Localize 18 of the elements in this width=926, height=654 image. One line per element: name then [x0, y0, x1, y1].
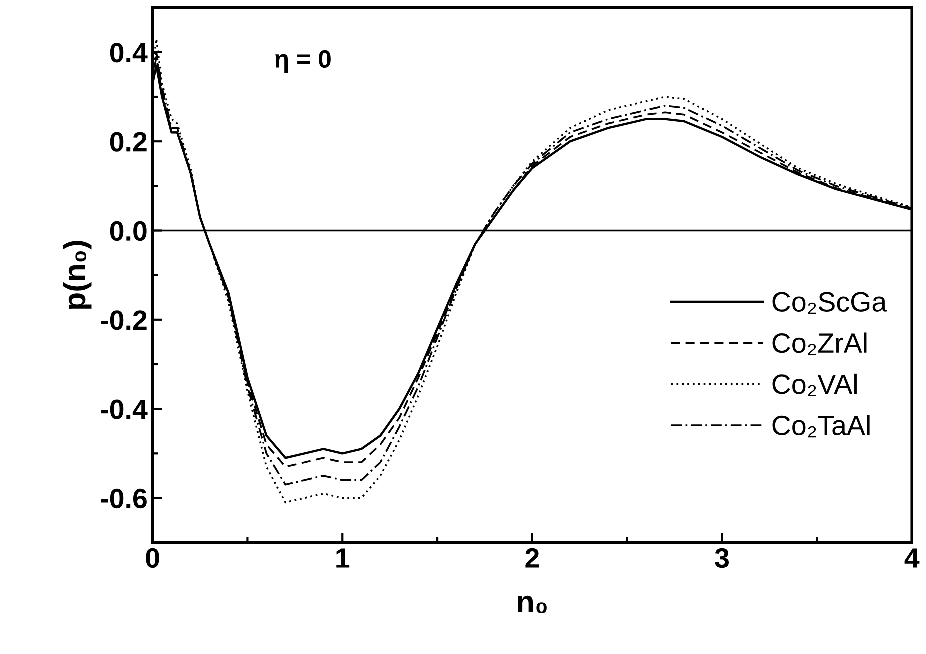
x-tick-label: 4	[904, 548, 920, 568]
x-tick-label: 3	[715, 548, 729, 568]
x-tick-label: 1	[336, 548, 350, 568]
legend-label: Co₂VAl	[772, 374, 857, 396]
y-tick-label: -0.4	[101, 400, 148, 420]
y-tick-label: 0.2	[110, 132, 147, 152]
y-tick-label: 0.0	[110, 221, 147, 242]
x-axis-title: n₀	[518, 596, 547, 614]
x-tick-label: 2	[526, 548, 540, 568]
x-tick-label: 0	[146, 548, 160, 568]
y-axis-title: p(n₀)	[63, 241, 92, 310]
annotation: η = 0	[276, 50, 331, 73]
legend-label: Co₂ScGa	[772, 292, 888, 314]
legend-label: Co₂ZrAl	[772, 332, 867, 356]
y-tick-label: 0.4	[110, 43, 148, 63]
legend-label: Co₂TaAl	[772, 415, 870, 438]
y-tick-label: -0.2	[101, 310, 147, 330]
y-tick-label: -0.6	[101, 488, 147, 509]
